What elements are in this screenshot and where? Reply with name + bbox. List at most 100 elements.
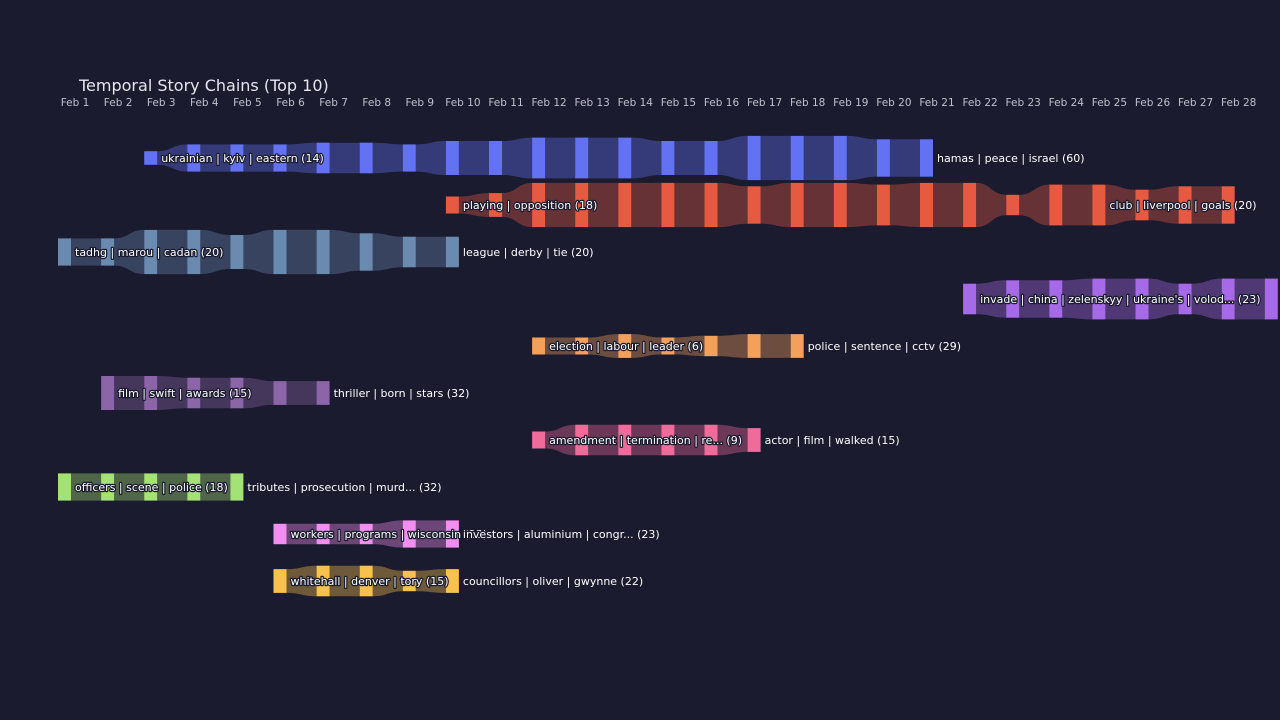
flow-band (588, 137, 619, 179)
x-tick-label: Feb 15 (661, 97, 696, 109)
topic-node (230, 144, 244, 172)
chain-label: actor | film | walked (15) (765, 434, 900, 447)
topic-node (747, 135, 761, 181)
flow-band (372, 520, 403, 548)
x-tick-label: Feb 27 (1178, 97, 1213, 109)
topic-node (790, 334, 804, 358)
topic-node (402, 520, 416, 548)
topic-node (1006, 280, 1020, 318)
chain-label: ukrainian | kyiv | eastern (14) (161, 152, 324, 165)
chain-label: councillors | oliver | gwynne (22) (463, 575, 643, 588)
flow-band (1062, 184, 1093, 226)
x-tick-label: Feb 23 (1006, 97, 1041, 109)
chain-label: whitehall | denver | tory (15) (291, 575, 449, 588)
flow-band (286, 565, 317, 597)
topic-node (187, 144, 201, 172)
x-tick-label: Feb 8 (362, 97, 391, 109)
flow-band (674, 182, 705, 228)
flow-band (588, 182, 619, 228)
flow-band (803, 182, 834, 228)
topic-node (747, 186, 761, 224)
chain-label: playing | opposition (18) (463, 199, 597, 212)
topic-node (575, 424, 589, 456)
topic-node (273, 381, 287, 405)
topic-node (1049, 280, 1063, 318)
chain-label: amendment | termination | re... (9) (549, 434, 742, 447)
topic-node (963, 182, 977, 228)
chain-label: invade | china | zelenskyy | ukraine's |… (980, 293, 1260, 306)
flow-band (760, 135, 791, 181)
chain-label: league | derby | tie (20) (463, 246, 594, 259)
topic-node (1006, 194, 1020, 216)
flow-band (717, 424, 748, 456)
topic-node (445, 569, 459, 593)
topic-node (144, 376, 158, 410)
topic-node (230, 235, 244, 269)
topic-node (230, 473, 244, 501)
topic-node (101, 376, 115, 410)
topic-node (144, 473, 158, 501)
flow-band (717, 182, 748, 228)
x-tick-label: Feb 24 (1049, 97, 1085, 109)
flow-band (243, 377, 274, 409)
topic-node (747, 334, 761, 358)
topic-node (187, 473, 201, 501)
flow-band (717, 334, 748, 358)
topic-node (1221, 278, 1235, 320)
chain-label: tadhg | marou | cadan (20) (75, 246, 223, 259)
flow-band (200, 229, 231, 275)
topic-node (1049, 184, 1063, 226)
flow-band (545, 137, 576, 179)
topic-node (661, 182, 675, 228)
flow-band (545, 337, 576, 355)
topic-node (1092, 184, 1106, 226)
flow-band (1019, 184, 1050, 226)
flow-band (674, 424, 705, 456)
topic-node (618, 334, 632, 358)
flow-band (114, 376, 145, 410)
flow-band (1105, 184, 1136, 226)
flow-band (372, 233, 403, 271)
x-tick-label: Feb 28 (1221, 97, 1256, 109)
topic-node (187, 377, 201, 409)
flow-band (545, 182, 576, 228)
topic-node (316, 142, 330, 174)
flow-band (157, 229, 188, 275)
topic-node (316, 381, 330, 405)
x-tick-label: Feb 3 (147, 97, 176, 109)
topic-node (704, 182, 718, 228)
x-tick-label: Feb 10 (445, 97, 480, 109)
topic-node (618, 424, 632, 456)
story-chain: playing | opposition (18) club | liverpoo… (445, 182, 1258, 228)
flow-band (329, 142, 360, 174)
flow-band (545, 424, 576, 456)
topic-node (316, 565, 330, 597)
topic-node (575, 137, 589, 179)
topic-node (876, 139, 890, 177)
topic-node (1135, 278, 1149, 320)
topic-node (532, 182, 546, 228)
topic-node (661, 141, 675, 175)
topic-node (359, 142, 373, 174)
topic-node (402, 570, 416, 592)
flow-band (243, 144, 274, 172)
topic-node (532, 431, 546, 449)
topic-node (316, 523, 330, 545)
chain-label: tributes | prosecution | murd... (32) (247, 481, 441, 494)
x-tick-label: Feb 22 (962, 97, 997, 109)
flow-band (889, 139, 920, 177)
flow-band (803, 135, 834, 181)
flow-band (1234, 278, 1265, 320)
topic-node (101, 473, 115, 501)
topic-node (101, 238, 115, 266)
topic-node (489, 141, 502, 175)
topic-node (1092, 278, 1106, 320)
topic-node (359, 523, 373, 545)
topic-node (144, 229, 158, 275)
x-tick-label: Feb 19 (833, 97, 868, 109)
flow-band (243, 229, 274, 275)
topic-node (359, 233, 373, 271)
chart-title: Temporal Story Chains (Top 10) (79, 76, 329, 95)
flow-band (1062, 278, 1093, 320)
